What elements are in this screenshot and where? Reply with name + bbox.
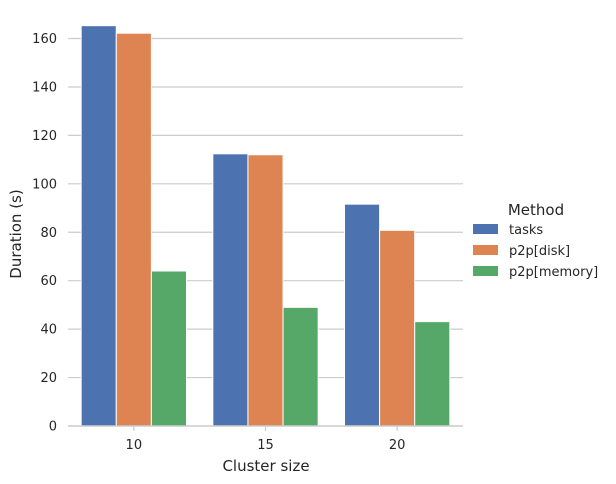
legend-label-tasks: tasks bbox=[509, 223, 543, 238]
legend-swatch-p2p[disk] bbox=[473, 245, 498, 255]
bar-p2p[disk]-10 bbox=[115, 32, 152, 427]
y-tick-label-160: 160 bbox=[32, 32, 57, 47]
x-tick-label-15: 15 bbox=[257, 438, 274, 453]
legend-label-p2p[memory]: p2p[memory] bbox=[509, 265, 598, 280]
y-tick-label-80: 80 bbox=[40, 226, 57, 241]
y-tick-label-60: 60 bbox=[40, 274, 57, 289]
bar-p2p[disk]-20 bbox=[379, 229, 416, 427]
legend-swatch-tasks bbox=[473, 224, 498, 234]
legend-swatch-p2p[memory] bbox=[473, 266, 498, 276]
axes: 0 20 40 60 80 100 120 140 160 10 15 20 bbox=[32, 32, 463, 453]
bar-p2p[memory]-20 bbox=[414, 321, 451, 427]
x-tick-label-20: 20 bbox=[389, 438, 406, 453]
y-tick-label-140: 140 bbox=[32, 80, 57, 95]
y-tick-label-20: 20 bbox=[40, 371, 57, 386]
y-tick-label-120: 120 bbox=[32, 129, 57, 144]
y-tick-label-40: 40 bbox=[40, 323, 57, 338]
bar-tasks-15 bbox=[212, 153, 249, 427]
legend-title: Method bbox=[508, 201, 564, 219]
bar-p2p[disk]-15 bbox=[247, 154, 284, 427]
bar-tasks-10 bbox=[80, 25, 117, 427]
bar-p2p[memory]-10 bbox=[150, 270, 187, 427]
legend-label-p2p[disk]: p2p[disk] bbox=[509, 244, 570, 259]
bar-tasks-20 bbox=[344, 203, 381, 427]
x-tick-label-10: 10 bbox=[126, 438, 143, 453]
x-axis-label: Cluster size bbox=[222, 457, 309, 475]
y-axis-label: Duration (s) bbox=[7, 189, 25, 278]
legend: Method tasks p2p[disk] p2p[memory] bbox=[473, 201, 598, 280]
bars bbox=[80, 25, 451, 427]
bar-p2p[memory]-15 bbox=[282, 306, 319, 427]
y-tick-label-0: 0 bbox=[49, 420, 57, 435]
y-tick-label-100: 100 bbox=[32, 177, 57, 192]
